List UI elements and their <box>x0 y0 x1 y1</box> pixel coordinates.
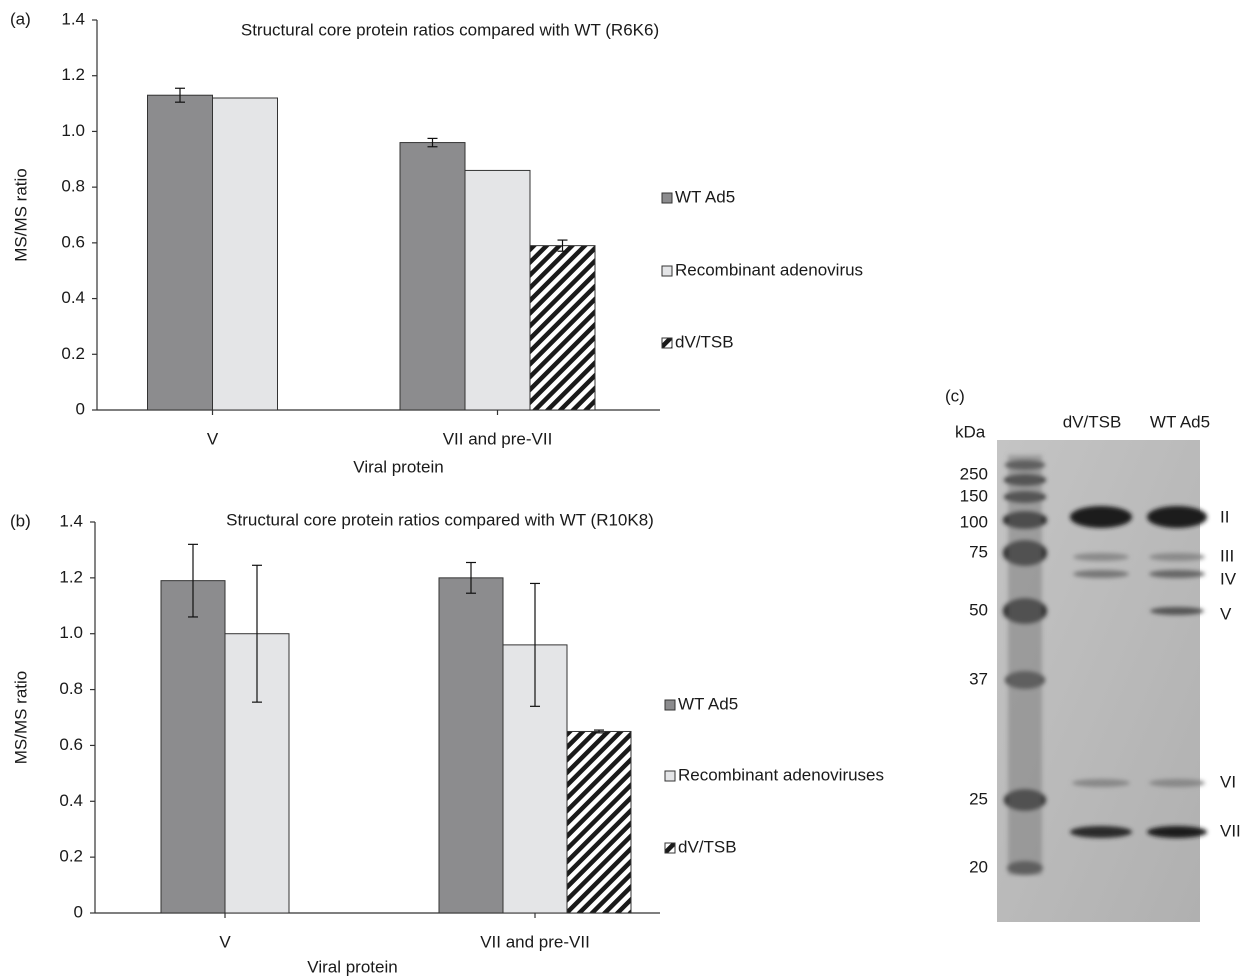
legend-swatch <box>665 771 675 781</box>
y-tick-label: 0.2 <box>59 847 83 866</box>
x-tick-label: VII and pre-VII <box>443 429 553 448</box>
y-tick-label: 0.6 <box>61 232 85 251</box>
band-label: V <box>1220 604 1232 623</box>
panel-label: (b) <box>10 511 31 530</box>
legend-label: WT Ad5 <box>675 187 735 206</box>
legend-label: WT Ad5 <box>678 694 738 713</box>
band-label: IV <box>1220 569 1237 588</box>
bar <box>400 143 465 410</box>
legend-swatch <box>662 193 672 203</box>
bar <box>530 246 595 410</box>
y-tick-label: 1.4 <box>61 9 85 28</box>
marker-label: 75 <box>969 542 988 561</box>
marker-label: 100 <box>960 512 988 531</box>
y-tick-label: 0.8 <box>59 679 83 698</box>
bar <box>148 95 213 410</box>
y-tick-label: 1.2 <box>59 567 83 586</box>
legend-swatch <box>662 338 672 348</box>
marker-label: 25 <box>969 789 988 808</box>
y-tick-label: 1.4 <box>59 511 83 530</box>
y-tick-label: 0.4 <box>61 288 85 307</box>
y-axis-label: MS/MS ratio <box>11 671 30 765</box>
marker-label: 50 <box>969 600 988 619</box>
legend-swatch <box>665 843 675 853</box>
band-label: III <box>1220 546 1234 565</box>
legend-label: dV/TSB <box>675 332 734 351</box>
band-label: II <box>1220 507 1229 526</box>
legend-swatch <box>665 700 675 710</box>
y-tick-label: 1.0 <box>59 623 83 642</box>
x-tick-label: VII and pre-VII <box>480 932 590 951</box>
band-label: VII <box>1220 821 1241 840</box>
bar <box>161 581 225 913</box>
lane-label: WT Ad5 <box>1150 412 1210 431</box>
bar <box>465 170 530 410</box>
legend-swatch <box>662 266 672 276</box>
bar <box>567 731 631 913</box>
chart-title: Structural core protein ratios compared … <box>241 20 659 39</box>
chart-title: Structural core protein ratios compared … <box>226 510 654 529</box>
legend-label: Recombinant adenovirus <box>675 260 863 279</box>
y-tick-label: 0.4 <box>59 791 83 810</box>
marker-label: 250 <box>960 464 988 483</box>
panel-label: (c) <box>945 386 965 405</box>
x-axis-label: Viral protein <box>307 957 397 976</box>
y-tick-label: 1.2 <box>61 65 85 84</box>
figure: (c) kDa dV/TSB WT Ad5 250 150 100 75 50 37 25 2… <box>0 0 1249 976</box>
bar <box>213 98 278 410</box>
legend-label: Recombinant adenoviruses <box>678 765 884 784</box>
y-tick-label: 0.8 <box>61 177 85 196</box>
y-axis-label: MS/MS ratio <box>11 168 30 262</box>
marker-label: 37 <box>969 669 988 688</box>
marker-label: 150 <box>960 486 988 505</box>
y-tick-label: 1.0 <box>61 121 85 140</box>
band-label: VI <box>1220 772 1236 791</box>
y-tick-label: 0.6 <box>59 735 83 754</box>
y-tick-label: 0 <box>76 399 85 418</box>
y-tick-label: 0.2 <box>61 344 85 363</box>
x-tick-label: V <box>207 429 219 448</box>
y-tick-label: 0 <box>74 902 83 921</box>
panel-label: (a) <box>10 9 31 28</box>
bar <box>439 578 503 913</box>
unit-label: kDa <box>955 422 986 441</box>
legend-label: dV/TSB <box>678 837 737 856</box>
x-tick-label: V <box>219 932 231 951</box>
marker-label: 20 <box>969 857 988 876</box>
lane-label: dV/TSB <box>1063 412 1122 431</box>
x-axis-label: Viral protein <box>353 457 443 476</box>
